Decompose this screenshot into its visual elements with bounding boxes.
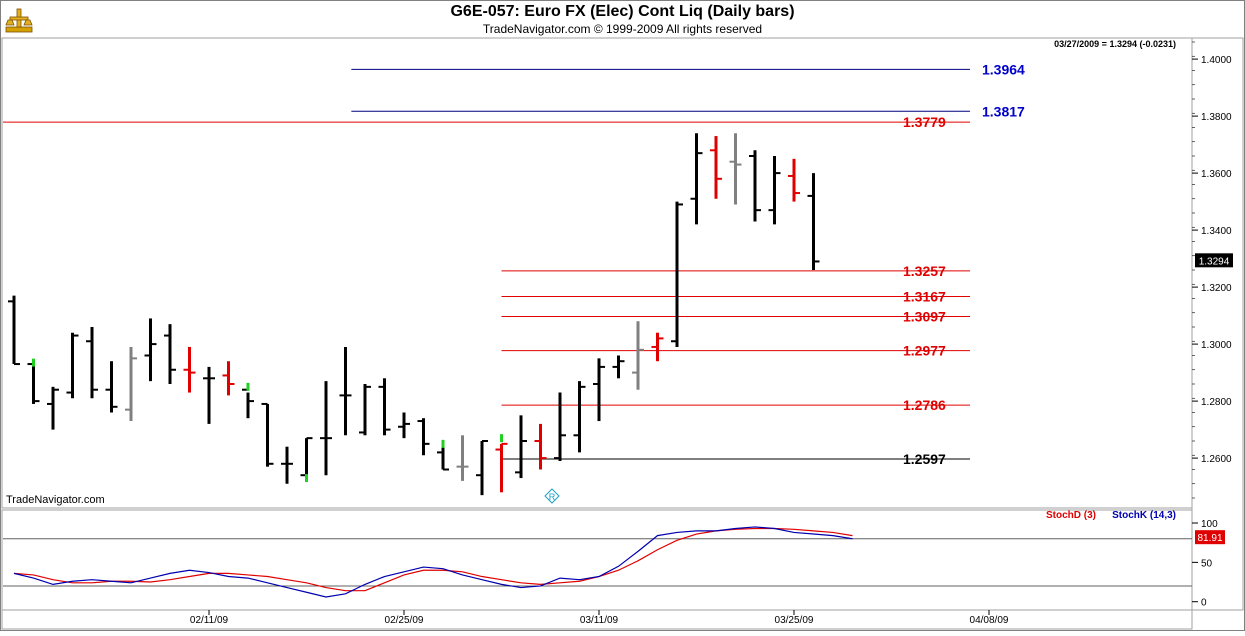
indicator-last-box	[1195, 530, 1225, 545]
x-tick-label: 04/08/09	[970, 615, 1009, 626]
y-axis-area	[1191, 37, 1244, 611]
indicator-y-tick-label: 100	[1201, 519, 1218, 530]
price-bars	[8, 133, 820, 496]
stochastic-indicator: 100 50 0 81.91	[3, 519, 1225, 609]
y-tick-label: 1.3600	[1201, 169, 1232, 180]
indicator-y-tick-label: 0	[1201, 598, 1207, 609]
level-label: 1.3257	[903, 263, 946, 279]
price-y-axis: 1.4000 1.3800 1.3600 1.3400 1.3200 1.3000 1.28…	[1192, 41, 1233, 499]
last-price-box	[1195, 253, 1233, 268]
chart-title: G6E-057: Euro FX (Elec) Cont Liq (Daily …	[450, 3, 795, 20]
x-tick-label: 03/25/09	[775, 615, 814, 626]
quote-text: 03/27/2009 = 1.3294 (-0.0231)	[1054, 39, 1176, 49]
last-price-label: 1.3294	[1199, 256, 1230, 267]
indicator-plot-area	[1, 509, 1193, 611]
chart-subtitle: TradeNavigator.com © 1999-2009 All right…	[482, 22, 763, 36]
stochk-legend: StochK (14,3)	[1112, 510, 1176, 521]
level-label: 1.2977	[903, 343, 946, 359]
level-label: 1.3964	[982, 61, 1025, 77]
svg-text:R: R	[549, 492, 556, 502]
rollover-marker-icon: R	[544, 488, 560, 504]
price-plot-area	[1, 37, 1193, 509]
x-tick-label: 03/11/09	[580, 615, 619, 626]
level-label: 1.3167	[903, 289, 946, 305]
indicator-last-label: 81.91	[1197, 533, 1222, 544]
x-tick-label: 02/11/09	[190, 615, 229, 626]
y-tick-label: 1.2800	[1201, 397, 1232, 408]
date-x-axis: 02/11/09 02/25/09 03/11/09 03/25/09 04/08/09	[190, 610, 1009, 626]
level-label: 1.2786	[903, 397, 946, 413]
level-label: 1.3097	[903, 308, 946, 324]
y-tick-label: 1.3000	[1201, 340, 1232, 351]
y-tick-label: 1.2600	[1201, 454, 1232, 465]
watermark-text: TradeNavigator.com	[6, 494, 105, 506]
y-tick-label: 1.4000	[1201, 55, 1232, 66]
stochd-legend: StochD (3)	[1046, 510, 1096, 521]
y-tick-label: 1.3200	[1201, 283, 1232, 294]
stochastic-series-line	[13, 526, 853, 598]
level-label: 1.3817	[982, 103, 1025, 119]
tradenavigator-logo-icon	[5, 8, 33, 33]
x-axis-area	[1, 609, 1193, 630]
y-tick-label: 1.3800	[1201, 112, 1232, 123]
level-label: 1.3779	[903, 114, 946, 130]
level-label: 1.2597	[903, 451, 946, 467]
x-tick-label: 02/25/09	[385, 615, 424, 626]
indicator-y-tick-label: 50	[1201, 558, 1213, 569]
support-resistance-levels: 1.3964 1.3817 1.3779 1.3257 1.3167 1.3097 1.29…	[3, 61, 1025, 467]
y-tick-label: 1.3400	[1201, 226, 1232, 237]
